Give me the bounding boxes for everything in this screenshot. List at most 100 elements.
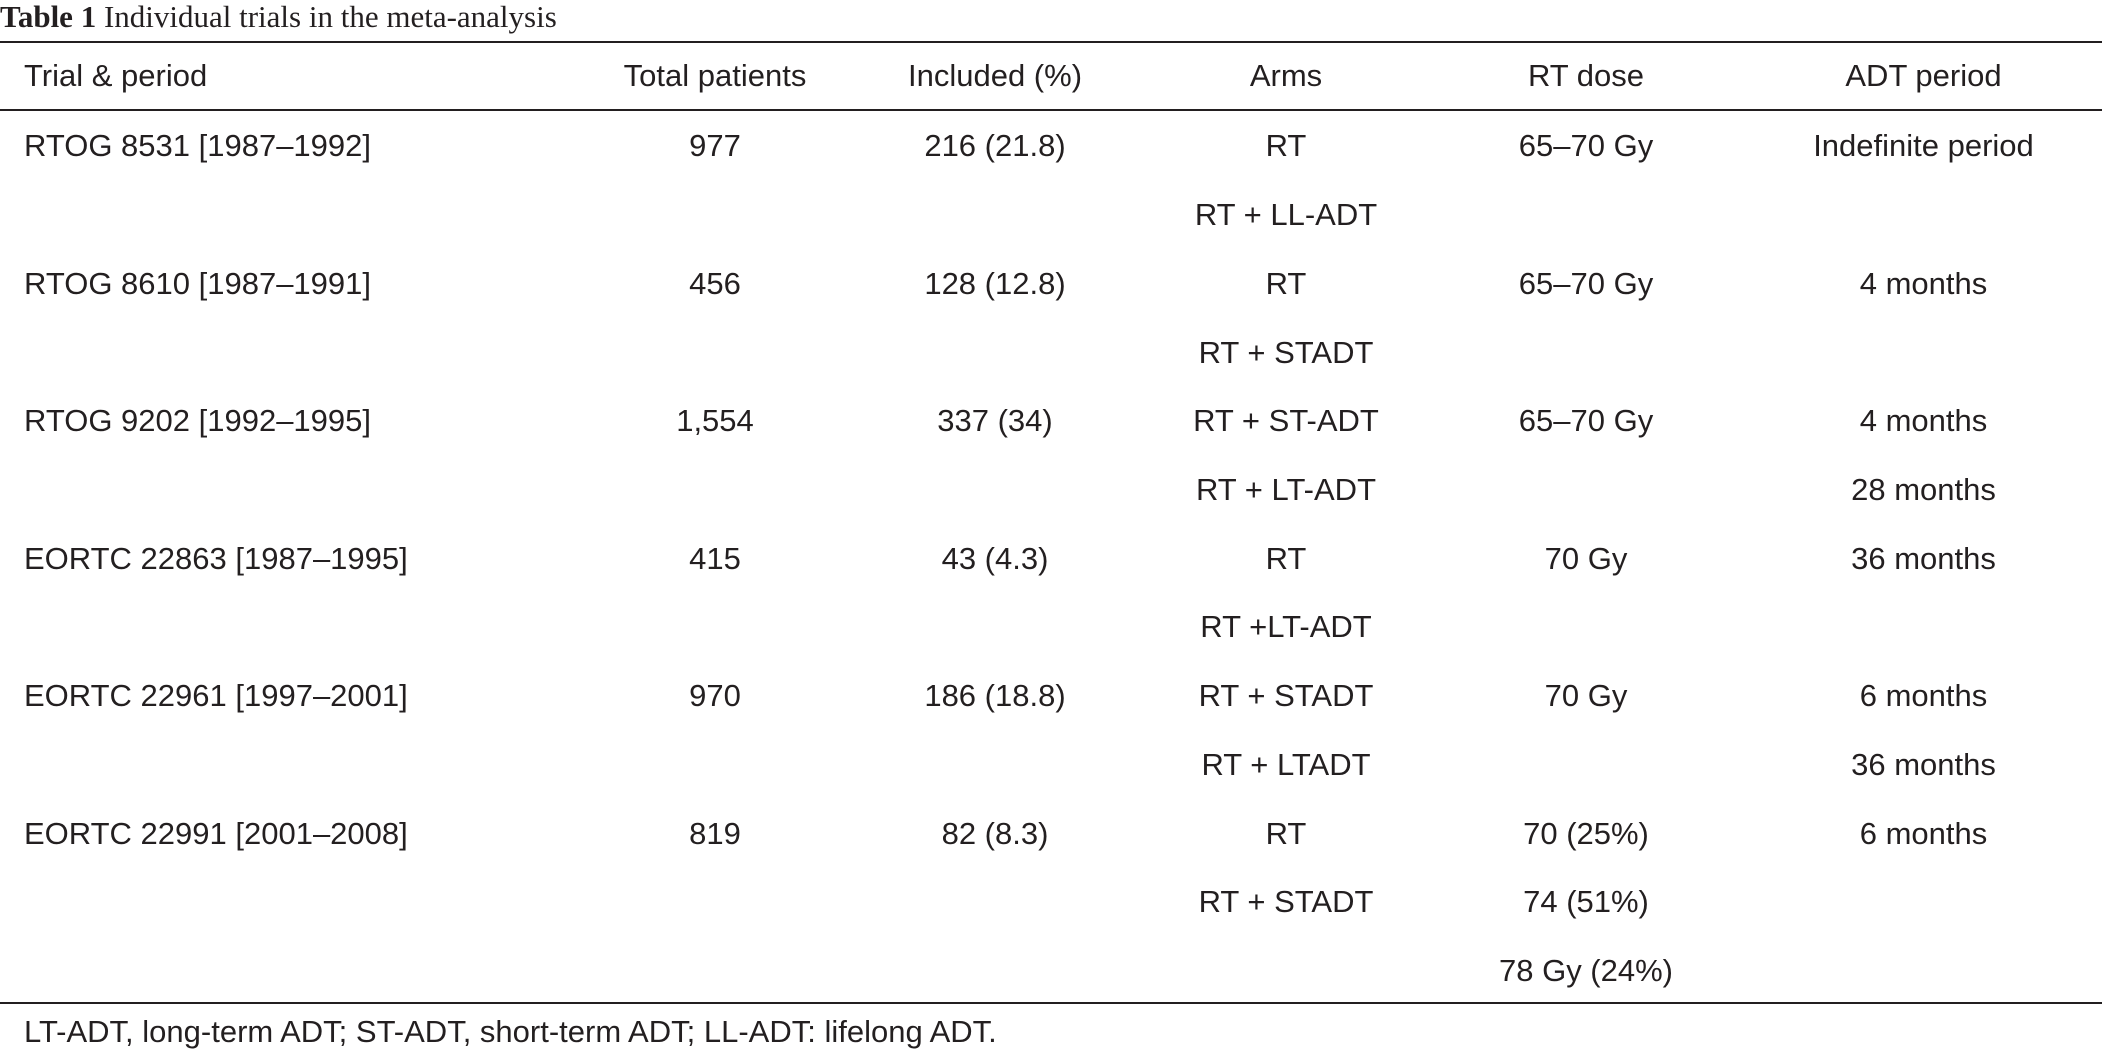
trials-table: Trial & period Total patients Included (…	[0, 43, 2102, 1005]
table-cell: 4 months	[1859, 266, 1988, 302]
table-cell: Indefinite period	[1813, 128, 2034, 163]
table-row: EORTC 22961 [1997–2001] 970 186 (18.8) RT +…	[0, 662, 2102, 731]
table-cell: 43 (4.3)	[941, 540, 1049, 576]
table-row: RT + STADT	[0, 318, 2102, 387]
table-cell	[0, 456, 585, 525]
table-cell	[1745, 868, 2102, 937]
table-cell: RT	[1265, 540, 1307, 576]
table-cell: RT + STADT	[1198, 334, 1374, 370]
table-cell: 28 months	[1851, 472, 1996, 508]
table-cell	[0, 731, 585, 800]
table-cell	[1427, 593, 1745, 662]
table-cell	[585, 181, 845, 250]
table-cell: 128 (12.8)	[924, 266, 1066, 302]
table-cell: 70 Gy	[1544, 678, 1628, 714]
table-cell	[845, 318, 1145, 387]
table-cell: 4 months	[1859, 403, 1988, 439]
table-cell: EORTC 22991 [2001–2008]	[24, 815, 408, 851]
table-cell	[1745, 318, 2102, 387]
table-cell	[1427, 731, 1745, 800]
table-cell: 65–70 Gy	[1518, 266, 1654, 302]
table-cell	[845, 731, 1145, 800]
table-cell: 65–70 Gy	[1518, 128, 1654, 163]
table-cell	[0, 937, 585, 1006]
table-cell: 1,554	[676, 403, 754, 439]
table-cell: 70 (25%)	[1523, 815, 1649, 851]
table-caption-title: Individual trials in the meta-analysis	[103, 0, 557, 34]
table-cell: RT	[1265, 815, 1307, 851]
column-header: Trial & period	[0, 43, 585, 111]
table-cell: 6 months	[1859, 678, 1988, 714]
table-cell	[1745, 937, 2102, 1006]
table-row: RTOG 8610 [1987–1991] 456 128 (12.8) RT 65–7…	[0, 250, 2102, 319]
table-cell	[585, 868, 845, 937]
table-cell: 78 Gy (24%)	[1498, 952, 1673, 988]
table-cell: RT	[1265, 128, 1307, 163]
table-cell: RTOG 8531 [1987–1992]	[24, 128, 372, 163]
table-footnote: LT-ADT, long-term ADT; ST-ADT, short-ter…	[24, 1014, 997, 1049]
table-cell: RT	[1265, 266, 1307, 302]
table-cell: RT + STADT	[1198, 884, 1374, 920]
table-cell: 216 (21.8)	[924, 128, 1066, 163]
table-cell	[845, 456, 1145, 525]
table-cell: 6 months	[1859, 815, 1988, 851]
table-cell: 82 (8.3)	[941, 815, 1049, 851]
column-header: ADT period	[1745, 43, 2102, 111]
table-cell	[1745, 181, 2102, 250]
table-row: RT +LT-ADT	[0, 593, 2102, 662]
table-body: RTOG 8531 [1987–1992] 977 216 (21.8) RT 65–7…	[0, 110, 2102, 1005]
table-cell: 74 (51%)	[1523, 884, 1649, 920]
table-cell	[585, 731, 845, 800]
table-cell: 970	[689, 678, 741, 714]
table-cell: 977	[689, 128, 741, 163]
table-header-row: Trial & period Total patients Included (…	[0, 43, 2102, 111]
table-cell	[845, 593, 1145, 662]
table-row: RT + LTADT 36 months	[0, 731, 2102, 800]
table-row: 78 Gy (24%)	[0, 937, 2102, 1006]
table-caption-label: Table 1	[0, 0, 97, 34]
table-cell: RT + LL-ADT	[1194, 197, 1378, 233]
table-cell	[1427, 181, 1745, 250]
table-cell	[845, 181, 1145, 250]
table-cell	[1427, 318, 1745, 387]
table-cell	[0, 868, 585, 937]
table-cell	[1145, 937, 1427, 1006]
table-cell: RT +LT-ADT	[1200, 609, 1372, 645]
table-cell: RT + STADT	[1198, 678, 1374, 714]
table-row: EORTC 22863 [1987–1995] 415 43 (4.3) RT 70 G…	[0, 524, 2102, 593]
table-bottom-rule	[0, 1002, 2102, 1004]
table-cell	[585, 456, 845, 525]
table-row: EORTC 22991 [2001–2008] 819 82 (8.3) RT 70 (…	[0, 799, 2102, 868]
table-cell: 36 months	[1851, 540, 1996, 576]
table-cell	[845, 937, 1145, 1006]
table-cell	[0, 593, 585, 662]
table-cell: EORTC 22961 [1997–2001]	[24, 678, 408, 714]
table-cell: 456	[689, 266, 741, 302]
table-cell: EORTC 22863 [1987–1995]	[24, 540, 408, 576]
table-cell	[1745, 593, 2102, 662]
table-cell: 337 (34)	[937, 403, 1053, 439]
column-header: Arms	[1145, 43, 1427, 111]
table-caption: Table 1 Individual trials in the meta-an…	[0, 0, 557, 34]
table-cell: 186 (18.8)	[924, 678, 1066, 714]
table-cell: RTOG 8610 [1987–1991]	[24, 266, 372, 302]
table-cell: RT + LT-ADT	[1195, 472, 1377, 508]
table-cell	[0, 318, 585, 387]
table-row: RTOG 8531 [1987–1992] 977 216 (21.8) RT 65–7…	[0, 110, 2102, 181]
table-cell: RT + ST-ADT	[1193, 403, 1379, 439]
column-header: RT dose	[1427, 43, 1745, 111]
table-cell: 819	[689, 815, 741, 851]
table-cell	[1427, 456, 1745, 525]
table-cell	[585, 593, 845, 662]
table-cell: 65–70 Gy	[1518, 403, 1654, 439]
table-cell: RTOG 9202 [1992–1995]	[24, 403, 372, 439]
table-row: RT + STADT 74 (51%)	[0, 868, 2102, 937]
table-cell	[585, 937, 845, 1006]
table-row: RT + LL-ADT	[0, 181, 2102, 250]
table-cell: RT + LTADT	[1201, 746, 1371, 782]
table-cell: 415	[689, 540, 741, 576]
table-cell	[0, 181, 585, 250]
table-cell: 70 Gy	[1544, 540, 1628, 576]
table-cell	[845, 868, 1145, 937]
table-row: RTOG 9202 [1992–1995] 1,554 337 (34) RT + S…	[0, 387, 2102, 456]
